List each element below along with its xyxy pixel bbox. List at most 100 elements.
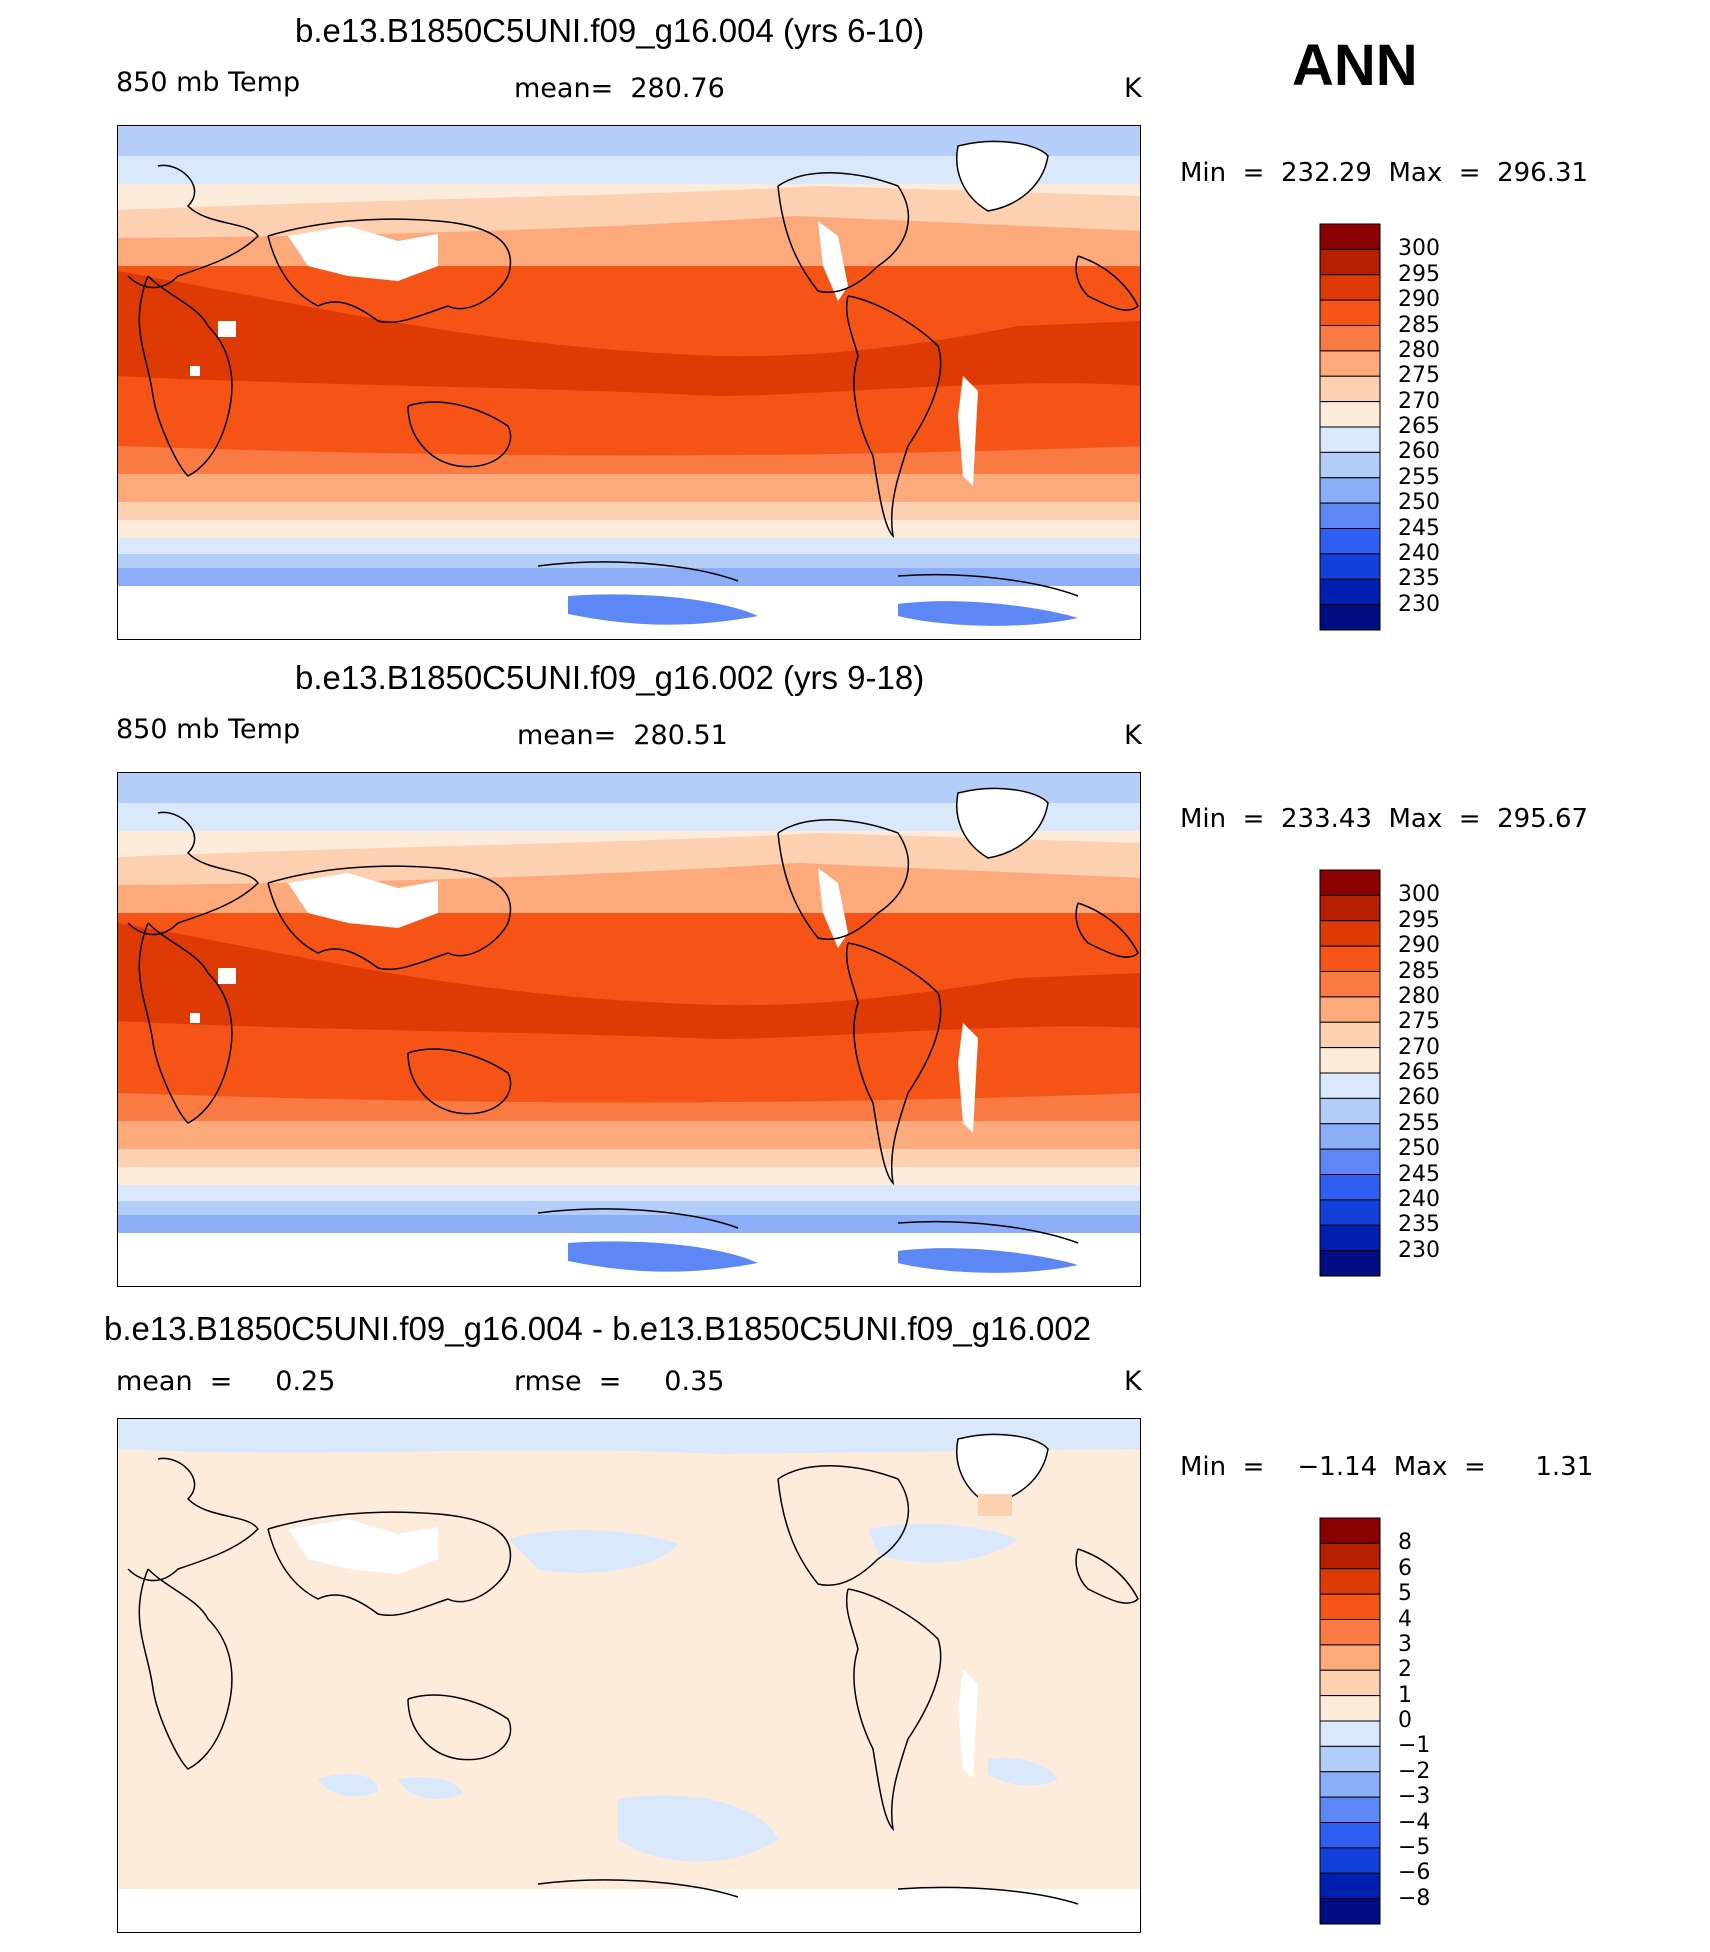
- colorbar-tick-label: 4: [1398, 1606, 1412, 1632]
- colorbar-swatch: [1319, 1568, 1381, 1595]
- colorbar-tick-label: 0: [1398, 1708, 1412, 1733]
- panel3-map-svg: [118, 1419, 1140, 1932]
- colorbar-swatch: [1319, 1097, 1381, 1125]
- panel2-minmax: Min = 233.43 Max = 295.67: [1180, 804, 1589, 834]
- colorbar-swatch: [1319, 1822, 1381, 1849]
- colorbar-tick-label: 280: [1398, 983, 1440, 1009]
- colorbar-swatch: [1319, 1021, 1381, 1049]
- colorbar-swatch: [1319, 1644, 1381, 1671]
- colorbar-tick-label: 5: [1398, 1581, 1412, 1607]
- colorbar-swatch: [1319, 1224, 1381, 1252]
- colorbar-tick-label: 6: [1398, 1555, 1412, 1581]
- colorbar-swatch: [1319, 1695, 1381, 1722]
- colorbar-swatch: [1319, 869, 1381, 896]
- colorbar-tick-label: 230: [1398, 591, 1440, 617]
- colorbar-tick-label: −6: [1398, 1860, 1431, 1886]
- colorbar-tick-label: 270: [1398, 388, 1440, 414]
- colorbar-swatch: [1319, 1542, 1381, 1570]
- panel3-colorbar: [1319, 1517, 1381, 1925]
- colorbar-swatch: [1319, 1250, 1381, 1277]
- panel3-mean-label: mean = 0.25: [116, 1366, 336, 1397]
- panel3-units: K: [1124, 1366, 1142, 1397]
- panel2-colorbar: [1319, 869, 1381, 1277]
- colorbar-swatch: [1319, 1123, 1381, 1150]
- colorbar-tick-label: 230: [1398, 1237, 1440, 1263]
- colorbar-swatch: [1319, 325, 1381, 352]
- panel3-colorbar-svg: [1319, 1517, 1381, 1925]
- panel1-colorbar-svg: [1319, 223, 1381, 631]
- panel2-title: b.e13.B1850C5UNI.f09_g16.002 (yrs 9-18): [295, 659, 925, 696]
- colorbar-swatch: [1319, 1771, 1381, 1798]
- colorbar-swatch: [1319, 451, 1381, 479]
- panel2-mean-label: mean= 280.51: [517, 720, 728, 751]
- colorbar-swatch: [1319, 426, 1381, 453]
- colorbar-tick-label: 8: [1398, 1530, 1412, 1556]
- colorbar-tick-label: 285: [1398, 958, 1440, 984]
- colorbar-tick-label: 300: [1398, 236, 1440, 262]
- colorbar-tick-label: 265: [1398, 1060, 1440, 1085]
- colorbar-swatch: [1319, 971, 1381, 998]
- colorbar-tick-label: 275: [1398, 363, 1440, 389]
- colorbar-swatch: [1319, 1898, 1381, 1925]
- colorbar-tick-label: 235: [1398, 1212, 1440, 1238]
- panel3-map: [117, 1418, 1141, 1933]
- colorbar-swatch: [1319, 401, 1381, 428]
- panel3-rmse-label: rmse = 0.35: [514, 1366, 725, 1397]
- colorbar-tick-label: −3: [1398, 1784, 1431, 1810]
- colorbar-swatch: [1319, 477, 1381, 504]
- colorbar-swatch: [1319, 1174, 1381, 1201]
- panel1-colorbar: [1319, 223, 1381, 631]
- colorbar-swatch: [1319, 1619, 1381, 1646]
- panel2-map-svg: [118, 773, 1140, 1286]
- panel1-map-svg: [118, 126, 1140, 639]
- colorbar-tick-label: 2: [1398, 1657, 1412, 1683]
- colorbar-tick-label: 255: [1398, 464, 1440, 490]
- colorbar-tick-label: 255: [1398, 1110, 1440, 1136]
- panel1-mean-label: mean= 280.76: [514, 73, 725, 104]
- colorbar-tick-label: −2: [1398, 1758, 1431, 1784]
- panel1-minmax: Min = 232.29 Max = 296.31: [1180, 158, 1589, 188]
- panel3-title: b.e13.B1850C5UNI.f09_g16.004 - b.e13.B18…: [104, 1310, 1092, 1347]
- colorbar-tick-label: 295: [1398, 261, 1440, 287]
- colorbar-swatch: [1319, 578, 1381, 606]
- colorbar-swatch: [1319, 1047, 1381, 1074]
- colorbar-swatch: [1319, 274, 1381, 301]
- colorbar-tick-label: 295: [1398, 907, 1440, 933]
- colorbar-tick-label: 285: [1398, 312, 1440, 338]
- colorbar-swatch: [1319, 604, 1381, 631]
- colorbar-tick-label: −4: [1398, 1809, 1431, 1835]
- colorbar-tick-label: 280: [1398, 337, 1440, 363]
- panel1-title: b.e13.B1850C5UNI.f09_g16.004 (yrs 6-10): [295, 12, 925, 49]
- colorbar-tick-label: 240: [1398, 1186, 1440, 1212]
- colorbar-swatch: [1319, 1669, 1381, 1697]
- colorbar-tick-label: 1: [1398, 1682, 1412, 1708]
- colorbar-swatch: [1319, 1199, 1381, 1226]
- colorbar-swatch: [1319, 248, 1381, 276]
- season-label: ANN: [1292, 33, 1418, 98]
- colorbar-swatch: [1319, 1720, 1381, 1747]
- colorbar-tick-label: 290: [1398, 287, 1440, 313]
- colorbar-tick-label: −8: [1398, 1885, 1431, 1911]
- colorbar-tick-label: 250: [1398, 1136, 1440, 1162]
- colorbar-tick-label: 245: [1398, 515, 1440, 541]
- panel2-field-label: 850 mb Temp: [116, 714, 301, 745]
- colorbar-tick-label: 275: [1398, 1009, 1440, 1035]
- colorbar-tick-label: −5: [1398, 1834, 1431, 1860]
- colorbar-swatch: [1319, 1872, 1381, 1900]
- colorbar-tick-label: 240: [1398, 540, 1440, 566]
- panel2-map: [117, 772, 1141, 1287]
- panel3-minmax: Min = −1.14 Max = 1.31: [1180, 1452, 1594, 1482]
- colorbar-tick-label: 250: [1398, 490, 1440, 516]
- colorbar-tick-label: 260: [1398, 439, 1440, 465]
- colorbar-swatch: [1319, 1593, 1381, 1621]
- colorbar-swatch: [1319, 502, 1381, 530]
- colorbar-tick-label: 290: [1398, 933, 1440, 959]
- colorbar-swatch: [1319, 894, 1381, 922]
- colorbar-swatch: [1319, 920, 1381, 947]
- colorbar-swatch: [1319, 1745, 1381, 1773]
- colorbar-tick-label: 260: [1398, 1085, 1440, 1111]
- colorbar-tick-label: −1: [1398, 1733, 1431, 1759]
- colorbar-swatch: [1319, 1148, 1381, 1176]
- colorbar-swatch: [1319, 350, 1381, 377]
- colorbar-tick-label: 300: [1398, 882, 1440, 908]
